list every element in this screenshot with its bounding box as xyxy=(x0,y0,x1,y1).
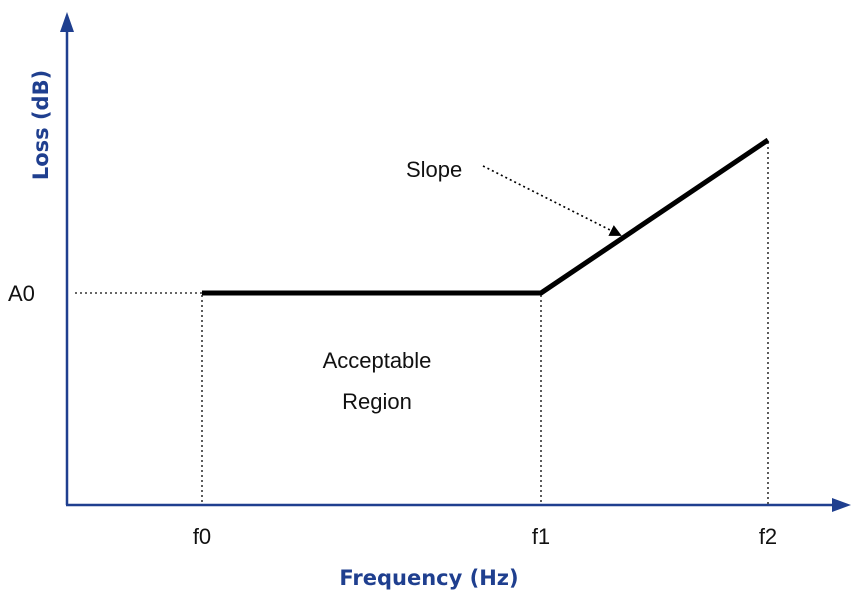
x-tick-f2: f2 xyxy=(759,524,777,549)
slope-pointer-line xyxy=(482,165,622,236)
x-axis-arrow-icon xyxy=(832,498,851,512)
x-tick-f0: f0 xyxy=(193,524,211,549)
y-axis-title: Loss (dB) xyxy=(29,70,53,180)
y-axis-arrow-icon xyxy=(60,12,74,32)
slope-label: Slope xyxy=(406,157,462,182)
x-tick-f1: f1 xyxy=(532,524,550,549)
region-label-line1: Acceptable xyxy=(323,348,432,373)
y-tick-a0: A0 xyxy=(8,281,35,306)
x-axis-title: Frequency (Hz) xyxy=(339,566,518,590)
loss-curve xyxy=(202,137,770,296)
region-label-line2: Region xyxy=(342,389,412,414)
